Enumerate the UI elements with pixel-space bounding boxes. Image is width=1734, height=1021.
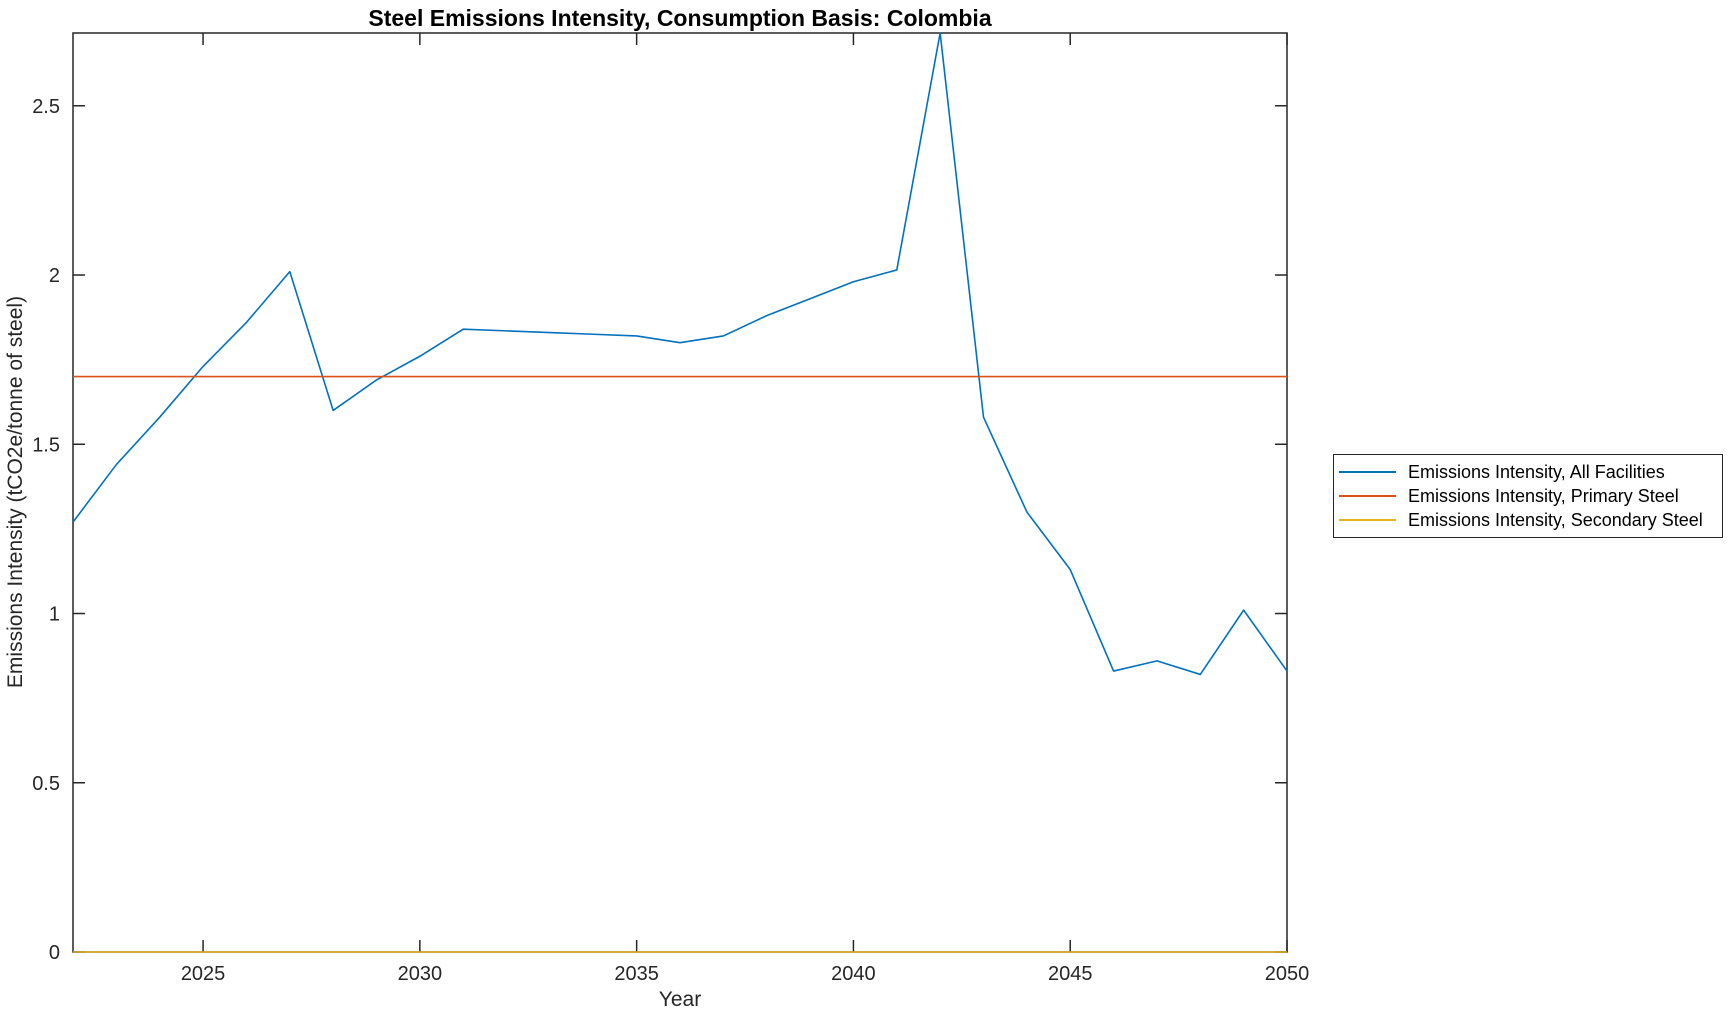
chart-title: Steel Emissions Intensity, Consumption B… — [368, 5, 992, 31]
y-tick-label: 1.5 — [32, 434, 60, 456]
x-tick-label: 2030 — [398, 963, 443, 985]
x-tick-label: 2050 — [1265, 963, 1310, 985]
legend-item: Emissions Intensity, Secondary Steel — [1339, 508, 1716, 532]
x-tick-label: 2025 — [181, 963, 226, 985]
x-tick-label: 2045 — [1048, 963, 1093, 985]
legend-line-sample-primary-steel — [1339, 495, 1396, 497]
y-tick-label: 1 — [49, 604, 60, 626]
legend-line-sample-secondary-steel — [1339, 519, 1396, 521]
legend-item: Emissions Intensity, All Facilities — [1339, 460, 1716, 484]
legend-line-sample-all-facilities — [1339, 471, 1396, 473]
legend-label: Emissions Intensity, Primary Steel — [1408, 485, 1679, 506]
y-tick-label: 2.5 — [32, 96, 60, 118]
x-tick-label: 2040 — [831, 963, 876, 985]
y-tick-label: 0.5 — [32, 773, 60, 795]
y-tick-label: 2 — [49, 265, 60, 287]
legend: Emissions Intensity, All Facilities Emis… — [1333, 454, 1723, 538]
legend-item: Emissions Intensity, Primary Steel — [1339, 484, 1716, 508]
y-tick-label: 0 — [49, 942, 60, 964]
series-line-all-facilities — [72, 32, 1288, 676]
axes-box — [72, 32, 1288, 953]
x-axis-label: Year — [658, 988, 702, 1011]
legend-label: Emissions Intensity, All Facilities — [1408, 461, 1665, 482]
x-tick-label: 2035 — [614, 963, 659, 985]
legend-label: Emissions Intensity, Secondary Steel — [1408, 509, 1703, 530]
